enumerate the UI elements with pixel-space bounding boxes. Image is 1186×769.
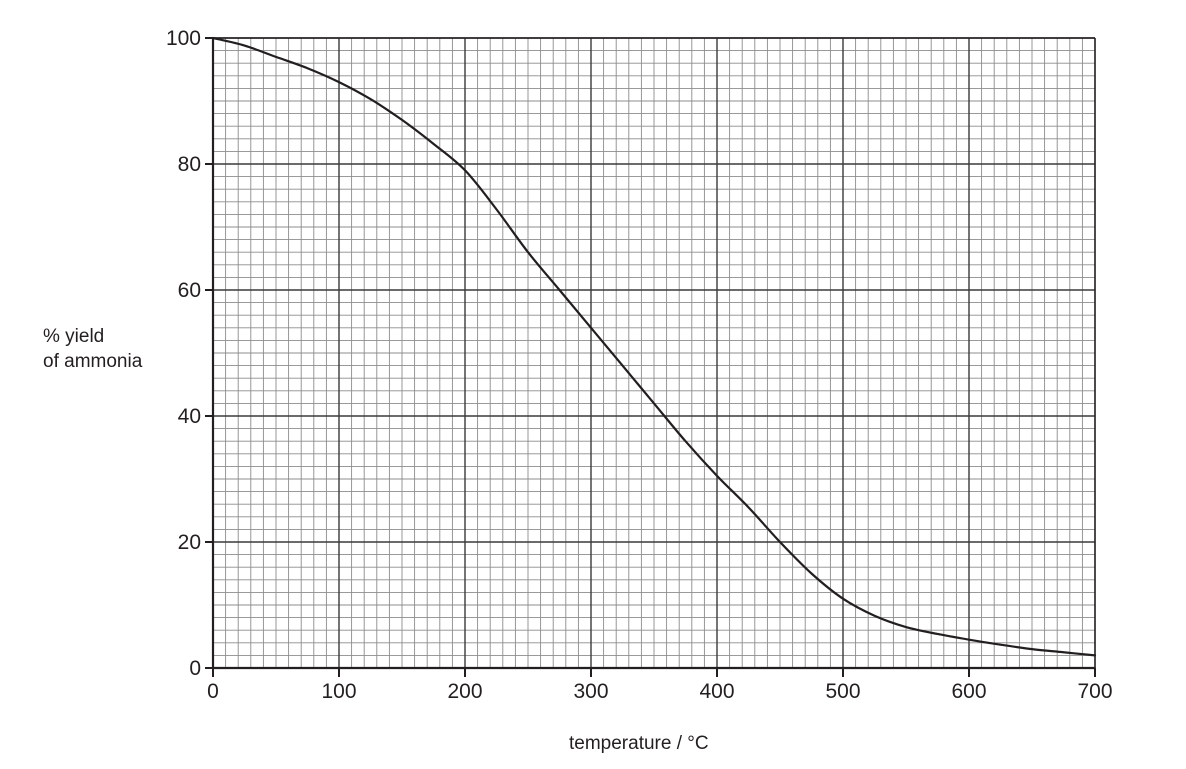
yield-curve xyxy=(211,36,1097,657)
y-tick-label: 20 xyxy=(178,531,201,554)
y-axis-ticks: 0 20 40 60 80 100 xyxy=(166,27,213,680)
x-axis-label: temperature / °C xyxy=(569,733,709,754)
x-tick-label: 300 xyxy=(573,680,608,703)
x-tick-label: 400 xyxy=(699,680,734,703)
y-tick-label: 100 xyxy=(166,27,201,50)
x-tick-label: 600 xyxy=(951,680,986,703)
x-axis-ticks: 0 100 200 300 400 500 600 700 xyxy=(207,668,1113,703)
y-tick-label: 80 xyxy=(178,153,201,176)
x-tick-label: 0 xyxy=(207,680,219,703)
x-tick-label: 200 xyxy=(447,680,482,703)
y-tick-label: 0 xyxy=(189,657,201,680)
x-tick-label: 700 xyxy=(1077,680,1112,703)
minor-grid xyxy=(213,38,1095,668)
y-axis-label-line-2: of ammonia xyxy=(43,351,143,372)
x-tick-label: 500 xyxy=(825,680,860,703)
y-axis-label: % yield of ammonia xyxy=(43,324,142,374)
y-axis-label-line-1: % yield xyxy=(43,326,105,347)
x-tick-label: 100 xyxy=(321,680,356,703)
y-tick-label: 60 xyxy=(178,279,201,302)
y-tick-label: 40 xyxy=(178,405,201,428)
axes xyxy=(211,37,1096,670)
